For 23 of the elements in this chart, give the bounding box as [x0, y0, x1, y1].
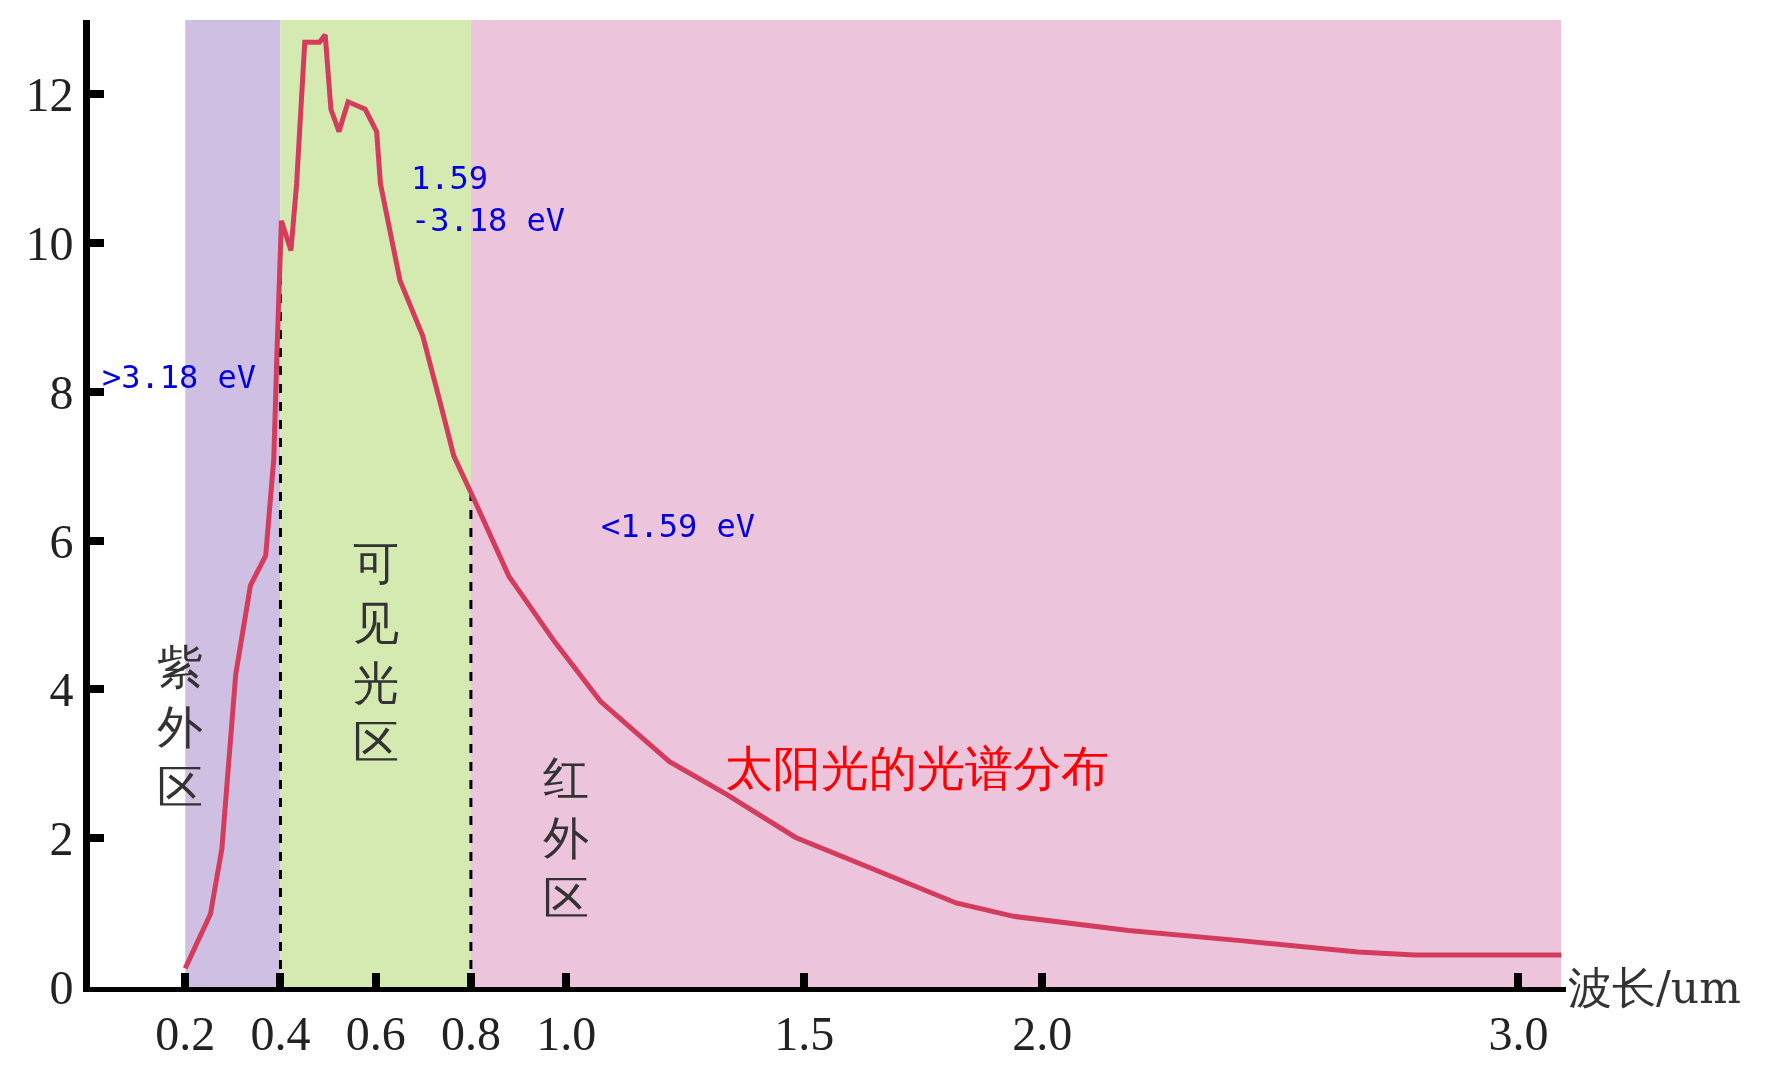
y-tick-label: 8 — [49, 365, 74, 419]
x-tick-label: 0.4 — [250, 1006, 311, 1060]
text: 太阳光的光谱分布 — [725, 740, 1109, 796]
y-tick-label: 10 — [25, 216, 74, 270]
y-tick-label: 4 — [49, 663, 74, 717]
x-tick-label: 1.5 — [774, 1006, 835, 1060]
band-label: 紫外区 — [157, 640, 203, 814]
x-tick-label: 3.0 — [1488, 1006, 1549, 1060]
band-label: 可见光区 — [353, 536, 399, 770]
y-tick-label: 6 — [49, 514, 74, 568]
y-tick-label: 2 — [49, 812, 74, 866]
y-tick-label: 0 — [49, 960, 74, 1014]
y-tick-label: 12 — [25, 68, 74, 122]
annotation: <1.59 eV — [601, 507, 756, 545]
band-label: 红外区 — [543, 751, 589, 925]
x-tick-label: 0.2 — [155, 1006, 216, 1060]
x-axis-title: 波长/um — [1568, 962, 1741, 1013]
annotation: 1.59 -3.18 eV — [411, 159, 566, 239]
x-tick-label: 0.8 — [440, 1006, 501, 1060]
annotation: >3.18 eV — [102, 358, 257, 396]
x-tick-label: 0.6 — [345, 1006, 406, 1060]
x-tick-label: 1.0 — [536, 1006, 597, 1060]
x-tick-label: 2.0 — [1012, 1006, 1073, 1060]
